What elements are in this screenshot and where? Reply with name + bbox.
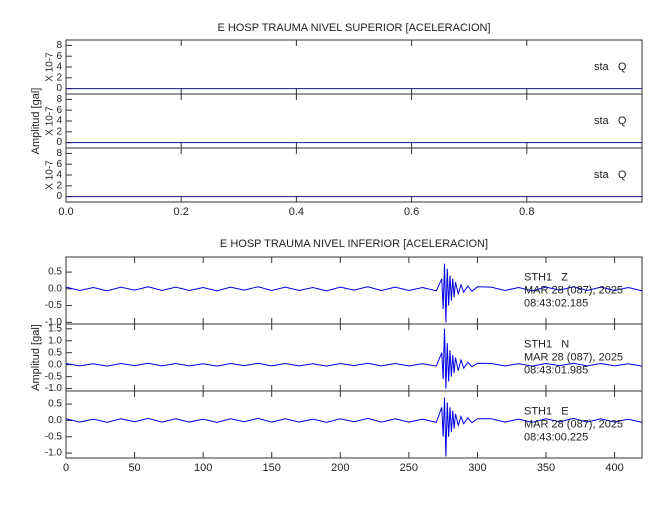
panel-annotation: MAR 28 (087), 2025	[524, 351, 623, 363]
x-tick-label: 0	[63, 462, 69, 474]
panel-annotation: 08:43:02.185	[524, 297, 588, 309]
y-axis-label: Amplitud [gal]	[30, 324, 42, 391]
y-tick-label: 0.0	[48, 283, 62, 294]
y-tick-label: 0	[56, 83, 62, 94]
x-tick-label: 0.8	[519, 206, 534, 218]
panel-frame	[65, 147, 643, 203]
y-axis-label: Amplitud [gal]	[30, 88, 42, 155]
scale-label: X 10-7	[45, 52, 56, 82]
y-tick-label: 1.0	[48, 335, 62, 346]
panel-annotation: STH1 E	[524, 405, 569, 417]
trace	[65, 397, 643, 457]
y-tick-label: 0.5	[48, 399, 62, 410]
x-tick-label: 0.2	[174, 206, 189, 218]
y-tick-label: 0.5	[48, 267, 62, 278]
y-tick-label: -0.5	[45, 371, 63, 382]
panel-annotation: STH1 Z	[524, 271, 568, 283]
x-tick-label: 300	[468, 462, 486, 474]
x-tick-label: 0.6	[404, 206, 419, 218]
chart-title: E HOSP TRAUMA NIVEL SUPERIOR [ACELERACIO…	[217, 22, 490, 34]
y-tick-label: -0.5	[45, 431, 63, 442]
y-tick-label: 2	[56, 180, 62, 191]
y-tick-label: 0	[56, 137, 62, 148]
panel-frame	[65, 390, 643, 459]
panel-annotation: MAR 28 (087), 2025	[524, 284, 623, 296]
x-tick-label: 100	[194, 462, 212, 474]
panel-annotation: sta Q	[594, 115, 627, 127]
y-tick-label: -0.5	[45, 300, 63, 311]
y-tick-label: 4	[56, 116, 62, 127]
y-tick-label: -1.0	[45, 317, 63, 328]
y-tick-label: 6	[56, 159, 62, 170]
scale-label: X 10-7	[45, 106, 56, 136]
y-tick-label: 4	[56, 170, 62, 181]
y-tick-label: 8	[56, 40, 62, 51]
y-tick-label: 0	[56, 191, 62, 202]
panel-frame	[65, 39, 643, 95]
x-tick-label: 0.0	[58, 206, 73, 218]
x-tick-label: 400	[605, 462, 623, 474]
y-tick-label: -1.0	[45, 448, 63, 459]
panel-frame	[65, 93, 643, 149]
y-tick-label: 0.5	[48, 347, 62, 358]
x-tick-label: 200	[331, 462, 349, 474]
y-tick-label: 8	[56, 94, 62, 105]
y-tick-label: 2	[56, 126, 62, 137]
x-tick-label: 150	[263, 462, 281, 474]
chart-title: E HOSP TRAUMA NIVEL INFERIOR [ACELERACIO…	[220, 238, 488, 250]
panel-annotation: sta Q	[594, 61, 627, 73]
y-tick-label: 0.0	[48, 359, 62, 370]
y-tick-label: 6	[56, 51, 62, 62]
x-tick-label: 250	[400, 462, 418, 474]
y-tick-label: 0.0	[48, 415, 62, 426]
y-tick-label: -1.0	[45, 383, 63, 394]
trace	[65, 263, 643, 323]
panel-annotation: 08:43:00.225	[524, 431, 588, 443]
panel-annotation: 08:43:01.985	[524, 364, 588, 376]
trace	[65, 328, 643, 389]
x-tick-label: 0.4	[289, 206, 304, 218]
x-tick-label: 50	[128, 462, 140, 474]
y-tick-label: 4	[56, 62, 62, 73]
y-tick-label: 6	[56, 105, 62, 116]
y-tick-label: 8	[56, 148, 62, 159]
panel-annotation: MAR 28 (087), 2025	[524, 418, 623, 430]
panel-annotation: sta Q	[594, 169, 627, 181]
x-tick-label: 350	[537, 462, 555, 474]
panel-annotation: STH1 N	[524, 338, 569, 350]
y-tick-label: 1.5	[48, 323, 62, 334]
y-tick-label: 2	[56, 72, 62, 83]
scale-label: X 10-7	[45, 160, 56, 190]
